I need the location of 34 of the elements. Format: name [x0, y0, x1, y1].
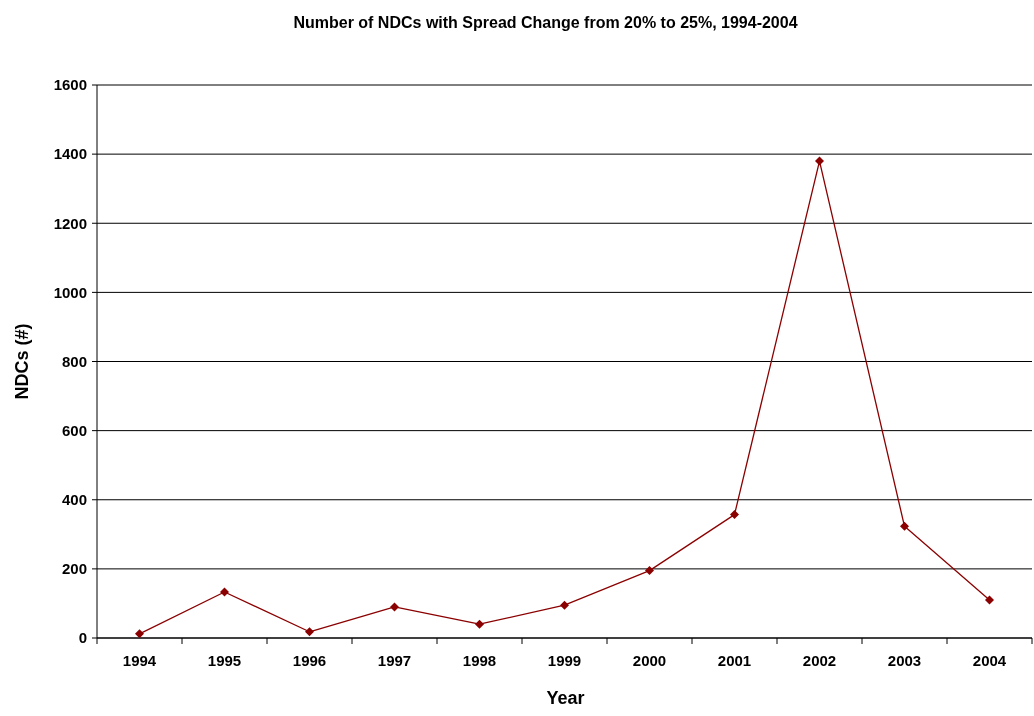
x-tick-label: 2002	[802, 652, 837, 669]
y-axis-title: NDCs (#)	[12, 323, 32, 400]
y-tick-label: 1400	[53, 145, 87, 163]
point	[475, 619, 484, 629]
y-tick-label: 200	[61, 560, 87, 578]
point	[220, 587, 229, 597]
point	[390, 602, 399, 612]
point	[305, 627, 314, 637]
point	[135, 629, 144, 639]
point	[900, 521, 909, 531]
x-tick-label: 2003	[887, 652, 922, 669]
y-tick-label: 1000	[53, 283, 87, 301]
x-tick-label: 2000	[632, 652, 667, 669]
x-tick-label: 1999	[547, 652, 582, 669]
x-tick-label: 1998	[462, 652, 497, 669]
y-tick-label: 1600	[53, 76, 87, 94]
x-tick-label: 1994	[122, 652, 157, 669]
point	[730, 510, 739, 520]
y-tick-label: 400	[61, 491, 87, 508]
point	[560, 600, 569, 610]
x-tick-label: 2001	[717, 652, 752, 669]
chart-title: Number of NDCs with Spread Change from 20% to 25%, 1994-2004	[293, 14, 798, 31]
x-tick-label: 1995	[207, 652, 242, 669]
y-tick-label: 800	[61, 352, 87, 370]
x-tick-label: 1997	[377, 652, 412, 669]
point	[985, 595, 994, 605]
x-tick-label: 1996	[292, 652, 327, 669]
point	[815, 156, 824, 166]
x-tick-label: 2004	[972, 652, 1007, 669]
point	[645, 566, 654, 576]
y-tick-label: 0	[78, 629, 87, 647]
y-tick-label: 1200	[53, 214, 87, 232]
x-axis-title: Year	[546, 688, 585, 708]
y-tick-label: 600	[61, 421, 87, 439]
